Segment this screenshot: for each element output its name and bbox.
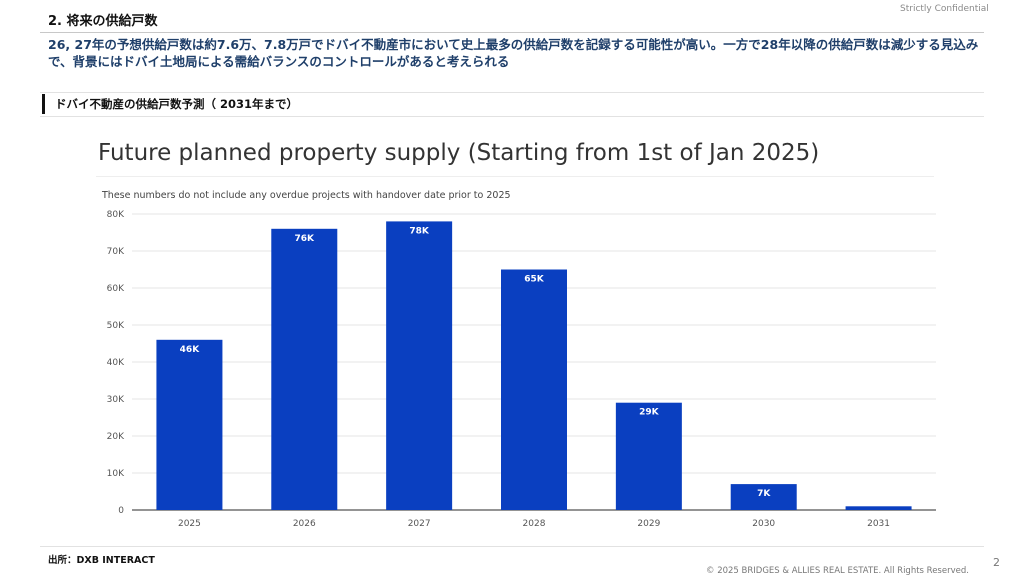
bars: 46K 76K 78K 65K 29K 7K 1K xyxy=(156,221,912,521)
gridlines xyxy=(132,213,936,511)
header-divider xyxy=(40,32,984,33)
bar-chart: 0 10K 20K 30K 40K 50K 60K 70K 80K 46K 76K 78K 65K 29… xyxy=(107,210,936,529)
data-label: 29K xyxy=(639,408,660,418)
y-tick-label: 70K xyxy=(107,247,125,257)
footer-divider xyxy=(40,546,984,547)
bar-2028 xyxy=(501,269,567,510)
subheading-divider xyxy=(40,116,984,117)
y-tick-label: 60K xyxy=(107,284,125,294)
y-tick-label: 20K xyxy=(107,432,125,442)
summary-divider xyxy=(40,92,984,93)
bar-2026 xyxy=(271,228,338,511)
data-label: 46K xyxy=(180,345,201,355)
data-label: 78K xyxy=(409,226,430,236)
source-note: 出所：DXB INTERACT xyxy=(48,555,155,566)
bar-2027 xyxy=(386,221,453,510)
y-tick-label: 0 xyxy=(118,506,124,516)
data-label: 65K xyxy=(524,275,545,285)
data-label: 1K xyxy=(872,511,886,521)
x-axis-ticks: 2025 2026 2027 2028 2029 2030 2031 xyxy=(178,519,890,529)
y-tick-label: 10K xyxy=(107,469,125,479)
summary-text: 26, 27年の予想供給戸数は約7.6万、7.8万戸でドバイ不動産市において史上… xyxy=(48,37,979,69)
chart-title: Future planned property supply (Starting… xyxy=(98,140,820,166)
chart-title-divider xyxy=(96,176,934,177)
bar-2031 xyxy=(845,506,912,510)
section-title: 2. 将来の供給戸数 xyxy=(48,14,158,29)
copyright-text: © 2025 BRIDGES & ALLIES REAL ESTATE. All… xyxy=(706,566,969,576)
page-number: 2 xyxy=(993,556,1000,569)
x-tick-label: 2026 xyxy=(293,519,316,529)
y-tick-label: 40K xyxy=(107,358,125,368)
bar-2029 xyxy=(615,402,682,510)
data-label: 76K xyxy=(295,234,316,244)
chart-subtitle: These numbers do not include any overdue… xyxy=(102,190,511,201)
y-tick-label: 50K xyxy=(107,321,125,331)
x-tick-label: 2025 xyxy=(178,519,201,529)
x-tick-label: 2028 xyxy=(523,519,546,529)
y-tick-label: 80K xyxy=(107,210,125,220)
y-tick-label: 30K xyxy=(107,395,125,405)
x-tick-label: 2030 xyxy=(752,519,775,529)
sub-heading: ドバイ不動産の供給戸数予測（ 2031年まで） xyxy=(42,94,298,114)
x-tick-label: 2029 xyxy=(637,519,660,529)
confidential-label: Strictly Confidential xyxy=(900,4,989,14)
data-label: 7K xyxy=(757,489,771,499)
x-tick-label: 2031 xyxy=(867,519,890,529)
bar-2025 xyxy=(156,339,223,510)
y-axis-ticks: 0 10K 20K 30K 40K 50K 60K 70K 80K xyxy=(107,210,125,516)
bar-2030 xyxy=(730,484,797,510)
x-tick-label: 2027 xyxy=(408,519,431,529)
